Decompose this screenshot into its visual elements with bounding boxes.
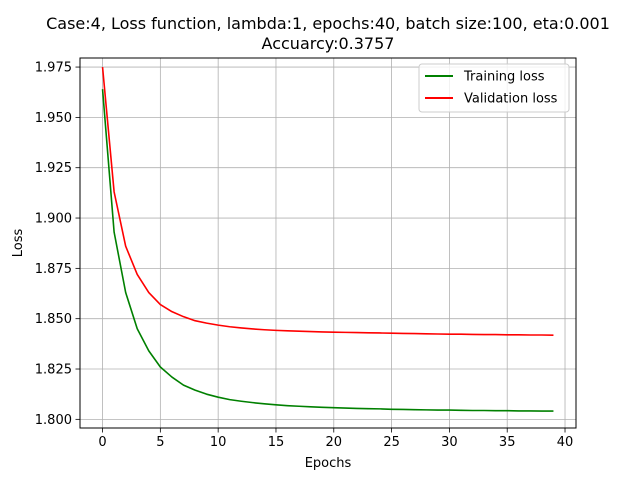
- chart-title-line1: Case:4, Loss function, lambda:1, epochs:…: [46, 14, 610, 33]
- legend-label-training-loss: Training loss: [463, 70, 545, 85]
- x-tick-label: 25: [383, 435, 400, 450]
- grid: [80, 58, 576, 428]
- chart-title-line2: Accuarcy:0.3757: [262, 34, 395, 53]
- x-tick-label: 35: [499, 435, 516, 450]
- x-tick-label: 30: [441, 435, 458, 450]
- y-axis-label: Loss: [11, 229, 26, 258]
- y-tick-label: 1.875: [35, 262, 72, 277]
- plot-frame: [79, 57, 577, 429]
- x-tick-label: 15: [268, 435, 285, 450]
- series-line-training-loss: [101, 89, 554, 412]
- x-tick-label: 0: [98, 435, 106, 450]
- legend-label-validation-loss: Validation loss: [464, 92, 558, 107]
- y-tick-label: 1.825: [35, 363, 72, 378]
- legend-box: [418, 63, 570, 113]
- y-tick-label: 1.950: [35, 111, 72, 126]
- y-tick-label: 1.850: [35, 312, 72, 327]
- series-lines: [101, 66, 554, 412]
- series-line-validation-loss: [101, 66, 554, 336]
- x-tick-label: 40: [557, 435, 574, 450]
- y-tick-label: 1.800: [35, 413, 72, 428]
- legend: Training loss Validation loss: [418, 63, 570, 113]
- axis-ticks: 0 5 10 15 20 25 30 35 40 1.800 1.825 1.850 1.875 1.90…: [35, 61, 574, 450]
- x-tick-label: 20: [326, 435, 343, 450]
- y-tick-label: 1.900: [35, 212, 72, 227]
- x-tick-label: 10: [210, 435, 227, 450]
- x-tick-label: 5: [156, 435, 164, 450]
- y-tick-label: 1.925: [35, 161, 72, 176]
- y-tick-label: 1.975: [35, 61, 72, 76]
- x-axis-label: Epochs: [305, 456, 352, 471]
